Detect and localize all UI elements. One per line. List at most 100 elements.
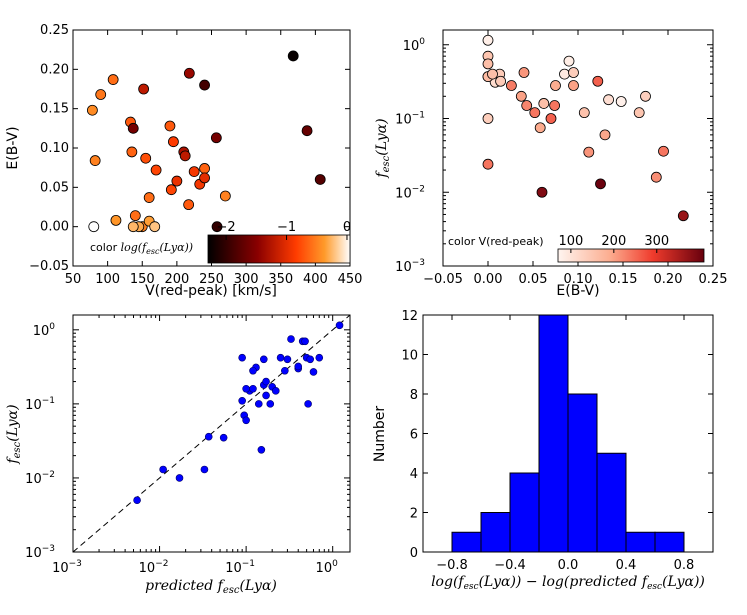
data-point: [482, 113, 494, 124]
x-axis-label: predicted fesc(Lyα): [145, 578, 277, 596]
data-point: [583, 146, 595, 158]
y-axis-label: Number: [372, 406, 388, 462]
data-point: [86, 104, 98, 116]
x-tick-label: 450: [338, 272, 363, 287]
x-tick-label: 0.10: [564, 272, 593, 287]
colorbar-ticks: 100 200 300: [558, 234, 669, 253]
data-point: [658, 145, 669, 157]
data-point: [283, 355, 292, 364]
colorbar-tick-label: −2: [217, 220, 236, 235]
data-point: [521, 100, 533, 111]
data-point: [159, 465, 167, 474]
y-tick-label: 10−1: [25, 396, 55, 413]
x-tick-label: 350: [268, 272, 293, 287]
data-point: [249, 366, 257, 375]
data-point: [165, 184, 177, 196]
y-tick-label: 100: [403, 37, 426, 54]
y-axis-label: fesc(Lyα): [374, 118, 392, 178]
data-point: [89, 155, 101, 166]
data-point: [168, 136, 179, 148]
colorbar-tick-label: 0: [343, 220, 351, 235]
histogram-bar: [654, 531, 685, 553]
x-axis-label: log(fesc(Lyα)) − log(predicted fesc(Lyα)…: [431, 574, 705, 592]
data-point: [578, 107, 590, 119]
colorbar-gradient: [557, 248, 705, 263]
x-tick-label: 0.20: [654, 272, 683, 287]
scatter-points: [482, 34, 689, 222]
data-point: [129, 210, 141, 222]
histogram-bars: [451, 314, 685, 553]
colorbar-tick-label: 200: [601, 234, 626, 249]
data-point: [210, 132, 222, 144]
x-axis-label: V(red-peak) [km/s]: [145, 283, 277, 299]
data-point: [482, 158, 494, 170]
y-tick-label: 0.15: [40, 102, 69, 117]
y-tick-label: 0.20: [40, 62, 69, 77]
histogram-bar: [538, 314, 569, 553]
y-tick-label: 0.10: [40, 141, 69, 156]
data-point: [309, 368, 318, 376]
data-point: [266, 400, 275, 408]
x-ticks: −0.8 −0.4 0.0 0.4 0.8: [436, 315, 694, 573]
data-point: [133, 496, 141, 505]
y-tick-label: −0.05: [29, 259, 69, 274]
data-point: [242, 384, 250, 393]
x-tick-label: 0.25: [699, 272, 728, 287]
data-point: [536, 186, 548, 198]
x-tick-label: 400: [303, 272, 328, 287]
data-point: [301, 337, 309, 346]
scatter-points: [133, 321, 344, 505]
y-tick-label: 10−3: [25, 544, 55, 561]
colorbar-tick-label: 300: [644, 234, 669, 249]
data-point: [127, 221, 139, 233]
panel-top-right: −0.05 0.00 0.05 0.10 0.15 0.20 0.25 100 10−1 10−…: [374, 29, 727, 299]
data-point: [219, 433, 228, 442]
data-point: [238, 397, 246, 405]
data-point: [110, 214, 122, 226]
colorbar-label: color log(fesc(Lyα)): [90, 241, 193, 256]
y-tick-label: 10: [401, 349, 418, 364]
histogram-bar: [509, 472, 540, 553]
histogram-bar: [596, 452, 627, 553]
y-tick-label: 0: [410, 546, 418, 561]
data-point: [276, 353, 285, 362]
data-point: [487, 68, 498, 80]
data-point: [538, 98, 550, 109]
data-point: [677, 210, 689, 222]
data-point: [568, 80, 579, 91]
y-tick-label: 10−1: [395, 111, 425, 128]
data-point: [107, 74, 119, 85]
data-point: [242, 416, 250, 425]
y-tick-label: 4: [410, 467, 418, 482]
data-point: [219, 190, 231, 202]
colorbar: −2 −1 0 color log(fesc(Lyα)): [90, 220, 351, 264]
y-tick-label: 10−2: [25, 470, 55, 487]
data-point: [150, 164, 162, 176]
histogram-bar: [480, 512, 511, 553]
x-tick-label: 10−1: [225, 559, 255, 576]
x-tick-label: 150: [130, 272, 155, 287]
data-point: [143, 192, 155, 203]
y-axis-label: fesc(Lyα): [5, 404, 23, 464]
data-point: [595, 178, 606, 190]
x-ticks: −0.05 0.00 0.05 0.10 0.15 0.20 0.25: [423, 30, 727, 287]
data-point: [95, 89, 107, 100]
data-point: [199, 163, 210, 174]
data-point: [199, 79, 210, 91]
x-tick-label: 0.15: [609, 272, 638, 287]
data-point: [518, 67, 530, 78]
y-tick-label: 0.05: [40, 180, 69, 195]
data-point: [262, 391, 270, 400]
data-point: [599, 129, 611, 141]
data-point: [88, 221, 100, 233]
data-point: [315, 353, 324, 362]
y-tick-label: 0.25: [40, 23, 69, 38]
data-point: [249, 384, 257, 393]
data-point: [238, 353, 246, 362]
y-tick-label: 100: [33, 322, 56, 339]
colorbar-tick-label: 100: [558, 234, 583, 249]
histogram-bar: [625, 531, 656, 553]
data-point: [482, 58, 494, 70]
data-point: [140, 152, 152, 164]
